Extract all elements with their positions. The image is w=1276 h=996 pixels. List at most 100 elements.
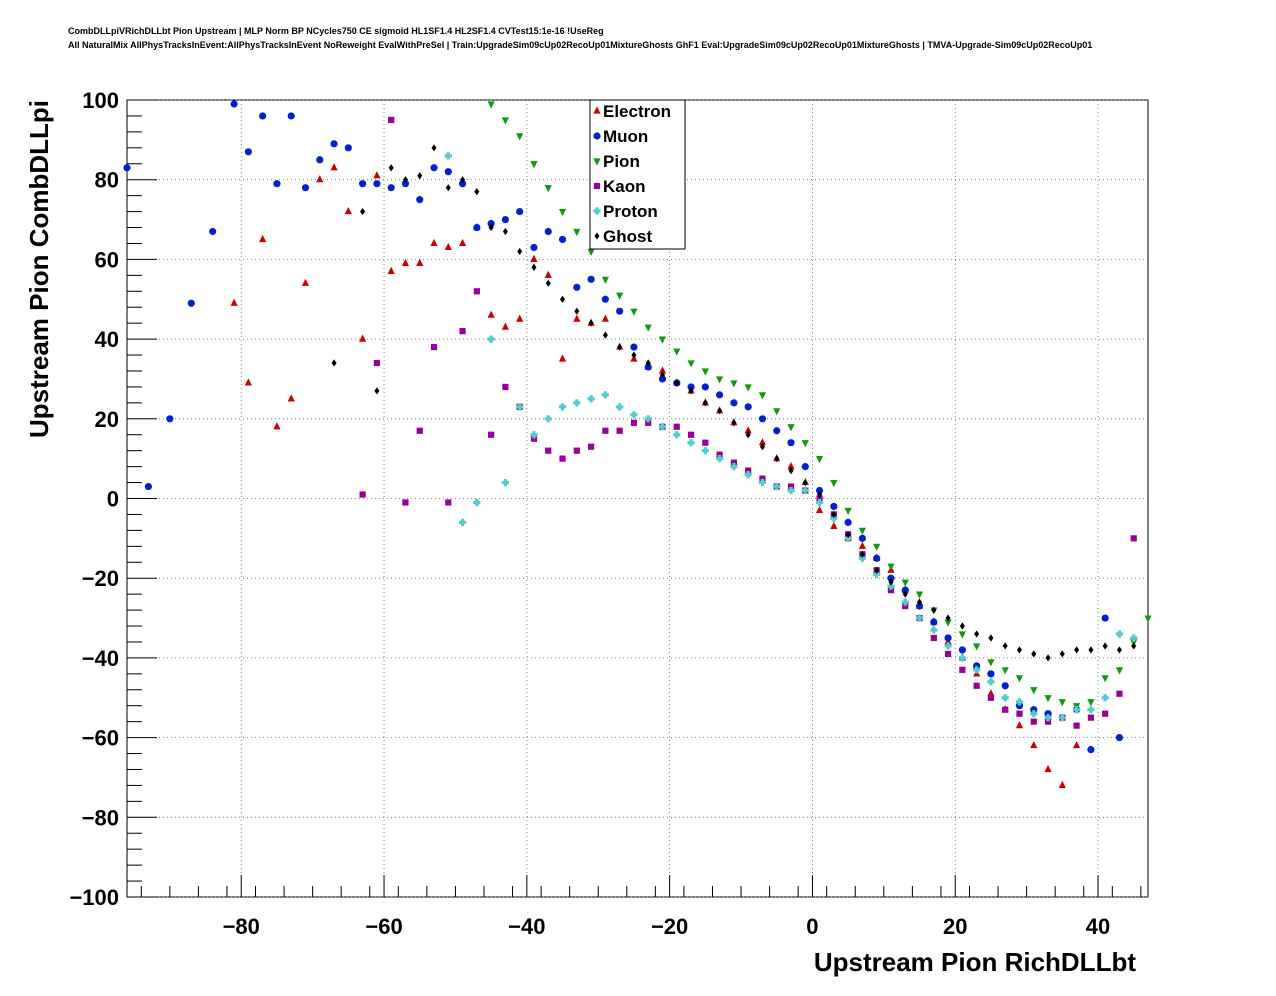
y-tick-label: −80 xyxy=(82,805,119,830)
muon-point xyxy=(487,219,495,228)
pion-point xyxy=(773,408,781,416)
muon-point xyxy=(123,164,131,172)
axis-ticks xyxy=(127,99,1142,898)
pion-point xyxy=(973,643,981,651)
kaon-point xyxy=(602,427,609,434)
muon-point xyxy=(801,463,809,471)
muon-point xyxy=(530,243,538,252)
ghost-point xyxy=(717,407,723,415)
muon-point xyxy=(873,554,881,562)
ghost-point xyxy=(845,530,851,538)
proton-point xyxy=(673,431,681,439)
muon-point xyxy=(1001,682,1009,690)
ghost-point xyxy=(745,431,751,439)
y-tick-label: −60 xyxy=(82,726,119,751)
electron-point xyxy=(287,394,295,402)
x-axis-title: Upstream Pion RichDLLbt xyxy=(814,947,1136,977)
pion-point xyxy=(1058,699,1066,707)
kaon-point xyxy=(759,475,766,482)
kaon-point xyxy=(373,359,380,367)
ghost-point xyxy=(1116,646,1122,654)
muon-point xyxy=(958,646,966,654)
electron-point xyxy=(573,314,581,322)
y-tick-label: 20 xyxy=(95,407,119,432)
kaon-point xyxy=(573,447,580,454)
proton-point xyxy=(1001,694,1009,702)
proton-point xyxy=(630,411,638,419)
electron-point xyxy=(230,298,238,306)
muon-point xyxy=(544,227,552,236)
x-tick-label: −20 xyxy=(651,914,688,939)
y-tick-label: −40 xyxy=(82,646,119,671)
ghost-point xyxy=(445,184,451,192)
proton-point xyxy=(987,678,995,686)
proton-point xyxy=(730,463,738,471)
kaon-point xyxy=(1130,535,1137,542)
electron-point xyxy=(858,541,867,549)
muon-point xyxy=(444,168,452,176)
proton-point xyxy=(1130,634,1138,642)
proton-point xyxy=(701,447,709,455)
pion-point xyxy=(630,308,638,316)
proton-point xyxy=(644,415,652,423)
proton-point xyxy=(1030,710,1038,718)
muon-point xyxy=(687,383,695,391)
kaon-point xyxy=(930,634,937,642)
proton-point xyxy=(501,478,510,487)
ghost-point xyxy=(417,172,423,180)
electron-point xyxy=(416,258,424,266)
ghost-point xyxy=(931,606,937,614)
ghost-point xyxy=(659,371,666,379)
kaon-point xyxy=(902,602,909,610)
electron-point xyxy=(815,505,824,514)
electron-point xyxy=(344,206,352,215)
ghost-point xyxy=(788,467,794,475)
pion-point xyxy=(701,368,709,376)
muon-point xyxy=(387,184,395,192)
legend-label-ghost: Ghost xyxy=(603,227,652,246)
y-tick-label: −20 xyxy=(82,566,119,591)
ghost-point xyxy=(388,164,394,172)
proton-point xyxy=(473,498,481,507)
ghost-point xyxy=(988,634,994,642)
proton-point xyxy=(1115,630,1124,638)
ghost-point xyxy=(360,207,366,216)
proton-point xyxy=(1073,706,1081,714)
muon-point xyxy=(473,223,481,232)
proton-point xyxy=(787,486,795,495)
electron-point xyxy=(516,314,524,322)
legend-label-proton: Proton xyxy=(603,202,658,221)
ghost-point xyxy=(502,227,508,236)
muon-point xyxy=(973,662,981,670)
legend-label-electron: Electron xyxy=(603,102,671,121)
muon-point xyxy=(858,534,867,542)
proton-point xyxy=(658,423,667,431)
ghost-point xyxy=(1045,654,1051,662)
proton-point xyxy=(616,403,624,411)
electron-point xyxy=(1015,721,1024,729)
electron-point xyxy=(444,242,452,251)
muon-point xyxy=(1030,706,1038,714)
pion-point xyxy=(673,348,681,356)
muon-point xyxy=(359,180,367,188)
x-tick-label: 20 xyxy=(943,914,967,939)
muon-point xyxy=(187,299,195,307)
muon-point xyxy=(844,518,852,527)
ghost-point xyxy=(831,510,837,519)
pion-point xyxy=(1001,667,1009,675)
pion-point xyxy=(587,248,595,257)
ghost-point xyxy=(560,295,566,303)
ghost-point xyxy=(945,614,951,622)
proton-point xyxy=(573,399,581,407)
pion-point xyxy=(558,208,567,217)
x-tick-label: −60 xyxy=(365,914,402,939)
proton-point xyxy=(1087,706,1095,714)
pion-point xyxy=(1101,675,1109,683)
muon-point xyxy=(273,180,281,188)
proton-point xyxy=(801,486,809,495)
y-tick-label: 60 xyxy=(95,247,119,272)
electron-point xyxy=(373,171,381,179)
electron-point xyxy=(244,378,252,386)
kaon-point xyxy=(473,288,480,295)
